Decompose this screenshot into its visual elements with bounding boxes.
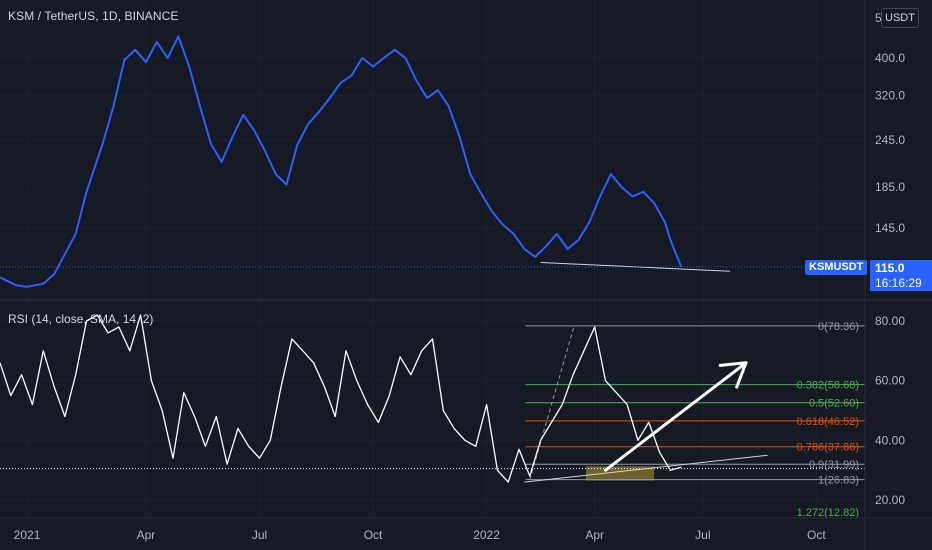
fib-level-label: 0(78.36) bbox=[818, 321, 859, 333]
rsi-tick-label: 20.00 bbox=[875, 493, 905, 507]
fib-level-label: 0.786(37.86) bbox=[797, 442, 859, 454]
rsi-tick-label: 40.00 bbox=[875, 433, 905, 447]
currency-button[interactable]: USDT bbox=[881, 8, 919, 28]
bar-countdown: 16:16:29 bbox=[875, 276, 922, 290]
fib-level-label: 0.9(31.99) bbox=[809, 459, 859, 471]
chart-title: KSM / TetherUS, 1D, BINANCE bbox=[8, 9, 179, 23]
fib-level-label: 0.618(46.52) bbox=[797, 416, 859, 428]
price-series-line bbox=[0, 35, 683, 288]
price-tick-label: 400.0 bbox=[875, 51, 905, 65]
symbol-badge: KSMUSDT bbox=[805, 260, 868, 275]
rsi-tick-label: 60.00 bbox=[875, 374, 905, 388]
last-price: 115.0 bbox=[875, 261, 905, 275]
fib-level-label: 1.272(12.82) bbox=[797, 507, 859, 519]
rsi-trendline bbox=[524, 454, 768, 483]
time-tick-label: 2021 bbox=[14, 528, 41, 542]
price-tick-label: 145.0 bbox=[875, 221, 905, 235]
arrow-shaft bbox=[604, 361, 748, 472]
time-tick-label: Jul bbox=[695, 528, 710, 542]
time-tick-label: Oct bbox=[807, 528, 826, 542]
arrow-head bbox=[718, 361, 748, 389]
time-tick-label: Apr bbox=[137, 528, 156, 542]
time-tick-label: Apr bbox=[585, 528, 604, 542]
rsi-tick-label: 80.00 bbox=[875, 314, 905, 328]
fib-level-label: 0.5(52.60) bbox=[809, 398, 859, 410]
price-trendline bbox=[540, 262, 730, 272]
price-tick-label: 5 bbox=[875, 11, 882, 25]
last-price-badge: 115.0 16:16:29 bbox=[870, 260, 932, 291]
price-tick-label: 320.0 bbox=[875, 88, 905, 102]
fib-anchor-line bbox=[529, 325, 575, 480]
time-tick-label: 2022 bbox=[473, 528, 500, 542]
fib-level-label: 0.382(58.68) bbox=[797, 380, 859, 392]
rsi-legend[interactable]: RSI (14, close, SMA, 14, 2) bbox=[8, 312, 154, 326]
time-tick-label: Jul bbox=[252, 528, 267, 542]
fib-level-label: 1(26.83) bbox=[818, 475, 859, 487]
price-tick-label: 185.0 bbox=[875, 180, 905, 194]
rsi-series-line bbox=[0, 314, 682, 483]
time-tick-label: Oct bbox=[364, 528, 383, 542]
price-tick-label: 245.0 bbox=[875, 133, 905, 147]
